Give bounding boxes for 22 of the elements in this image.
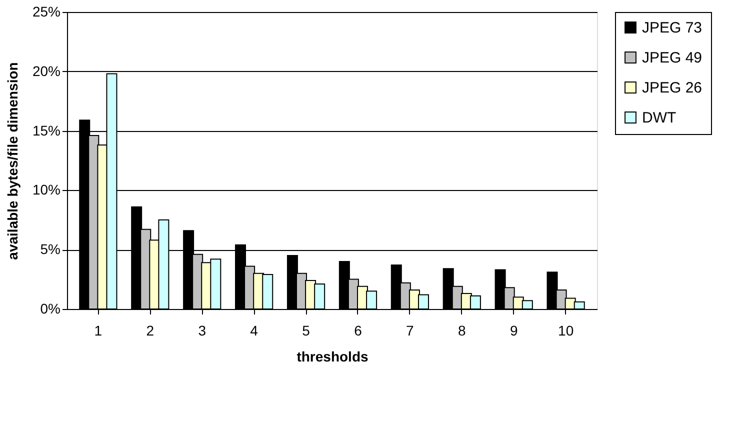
legend-label: JPEG 26 [642, 80, 702, 96]
x-tick-label: 1 [94, 322, 102, 338]
y-tick-label: 20% [32, 62, 60, 79]
x-tick-label: 10 [558, 322, 574, 338]
x-tick-label: 6 [354, 322, 362, 338]
legend-label: JPEG 73 [642, 20, 702, 36]
y-tick-label: 25% [32, 4, 60, 20]
y-tick-label: 10% [32, 182, 60, 198]
x-tick-label: 5 [302, 322, 310, 338]
legend-label: JPEG 49 [642, 50, 702, 66]
x-axis-title: thresholds [296, 348, 368, 364]
y-axis-title: available bytes/file dimension [4, 62, 20, 260]
x-tick-label: 4 [250, 322, 258, 338]
x-tick-label: 8 [458, 322, 466, 338]
legend-label: DWT [642, 110, 676, 126]
x-tick-label: 9 [510, 322, 518, 338]
x-tick-label: 3 [198, 322, 206, 338]
x-tick-label: 2 [146, 322, 154, 338]
y-tick-label: 0% [40, 300, 60, 316]
y-tick-label: 15% [32, 122, 60, 138]
y-tick-label: 5% [40, 241, 60, 258]
x-tick-label: 7 [406, 322, 414, 338]
